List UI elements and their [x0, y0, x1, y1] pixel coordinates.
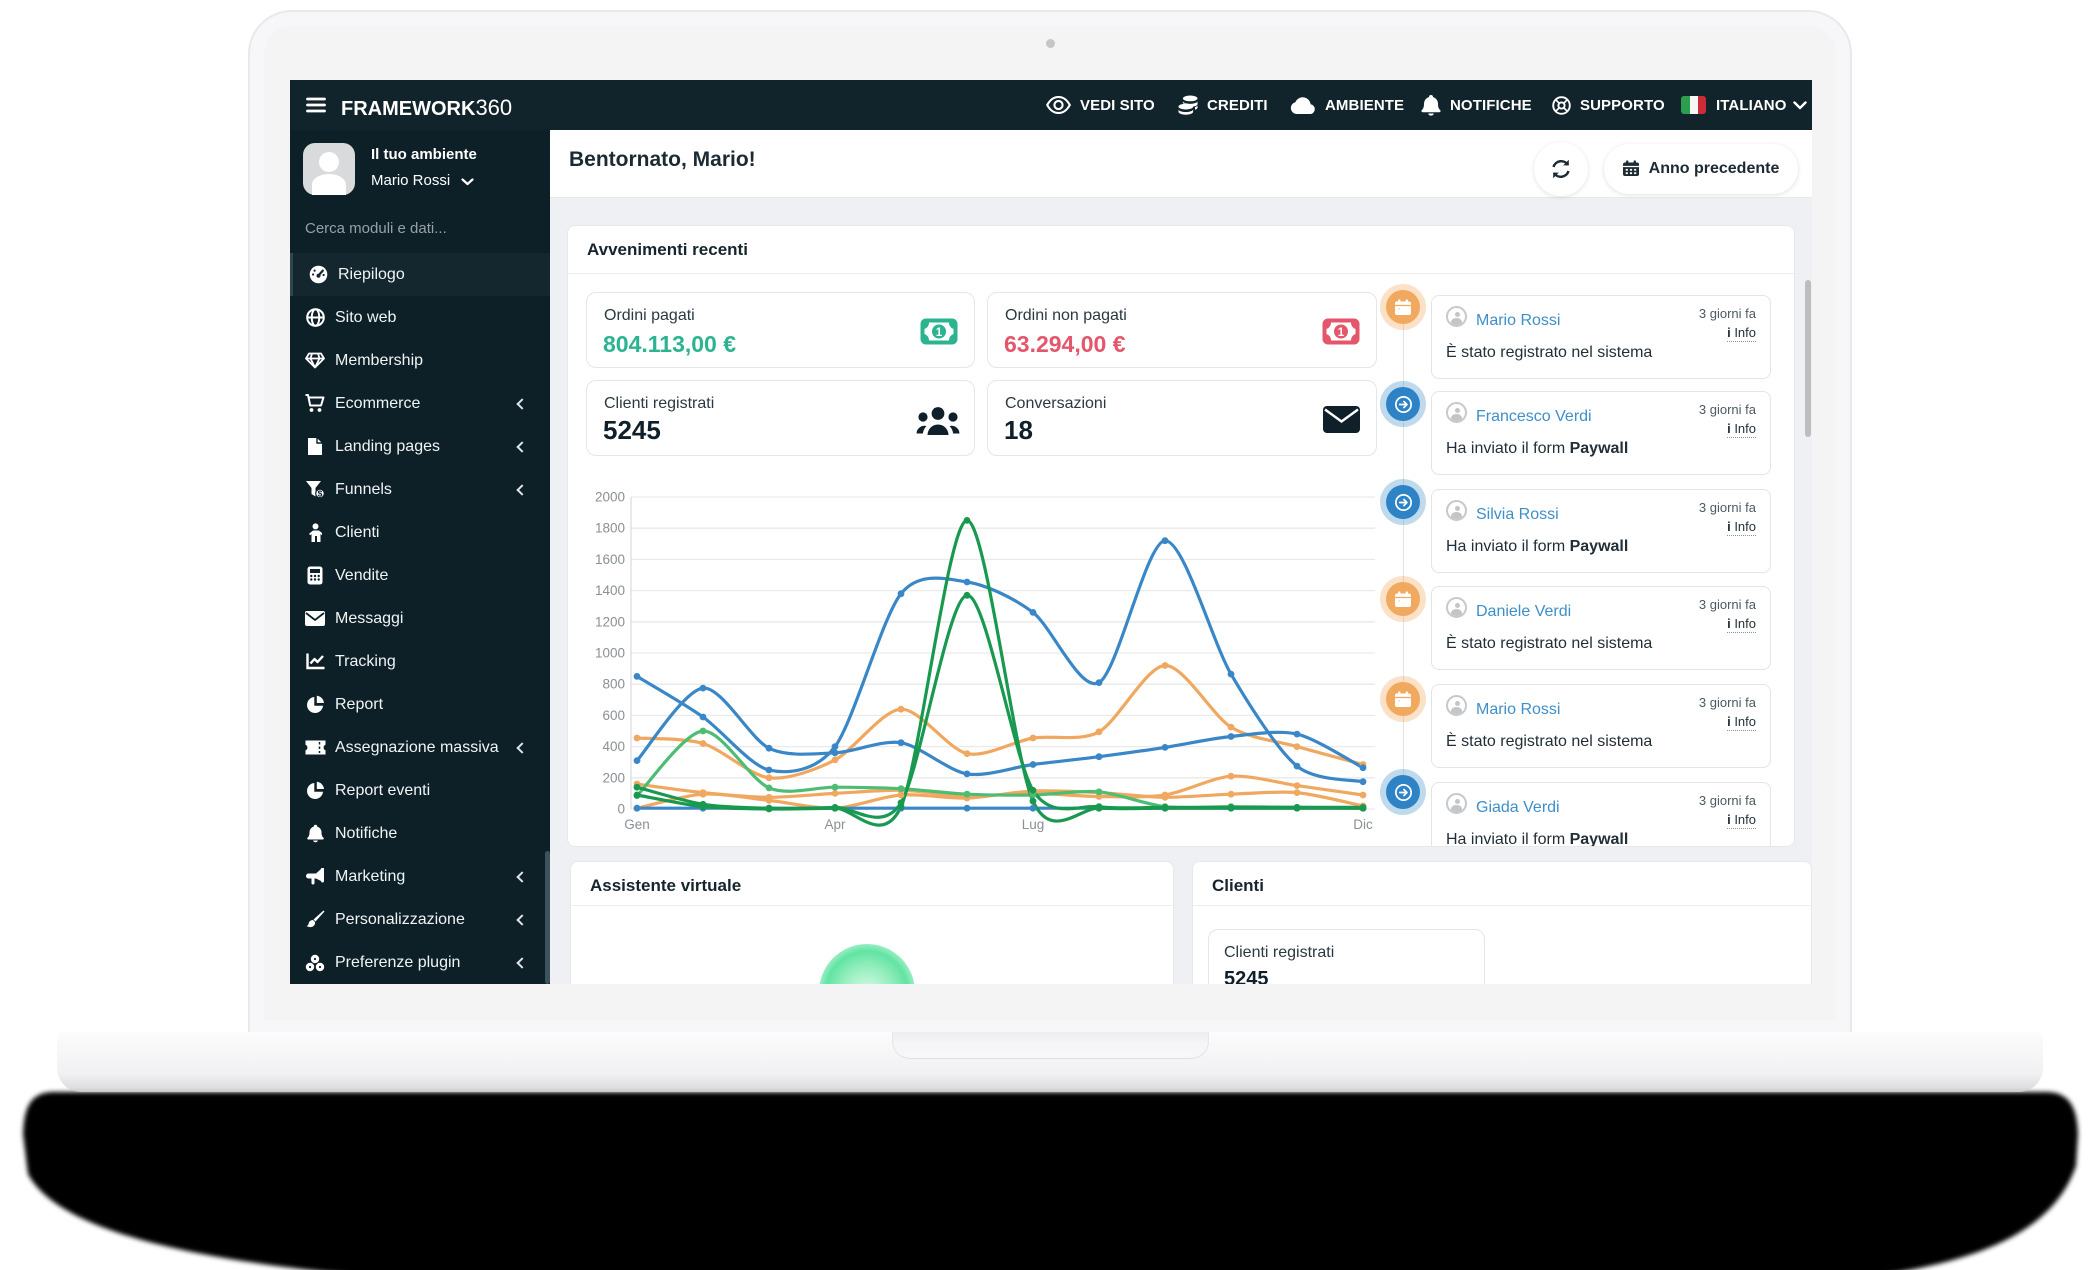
svg-text:400: 400	[602, 739, 625, 754]
svg-text:800: 800	[602, 677, 625, 692]
svg-text:Gen: Gen	[624, 817, 650, 832]
svg-text:1600: 1600	[595, 552, 625, 567]
svg-text:1800: 1800	[595, 521, 625, 536]
svg-text:Apr: Apr	[824, 817, 846, 832]
svg-text:Dic: Dic	[1353, 817, 1373, 832]
svg-text:Lug: Lug	[1022, 817, 1045, 832]
svg-text:600: 600	[602, 708, 625, 723]
svg-text:1: 1	[936, 327, 943, 339]
svg-text:1000: 1000	[595, 646, 625, 661]
svg-text:1400: 1400	[595, 583, 625, 598]
svg-text:1: 1	[1338, 327, 1345, 339]
svg-text:200: 200	[602, 770, 625, 785]
svg-text:1200: 1200	[595, 614, 625, 629]
svg-text:$: $	[318, 489, 323, 499]
svg-text:0: 0	[617, 802, 625, 817]
svg-text:2000: 2000	[595, 490, 625, 505]
